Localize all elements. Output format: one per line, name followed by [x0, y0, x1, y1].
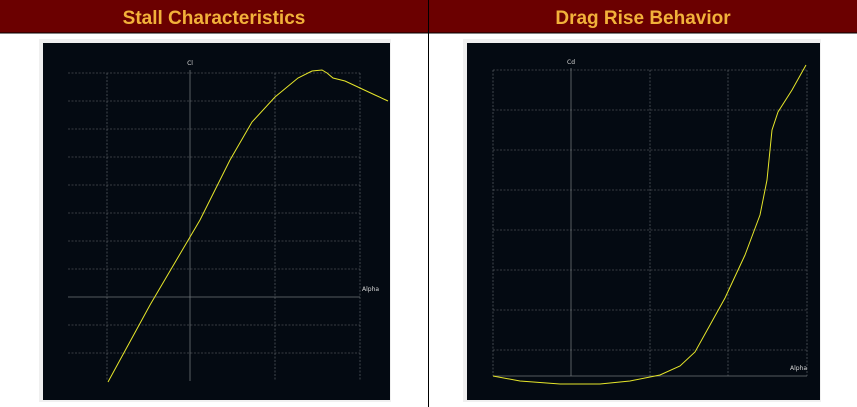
panel-title: Stall Characteristics: [123, 8, 306, 29]
grid: [492, 69, 808, 376]
plot-area: [467, 43, 820, 400]
grid: [68, 72, 361, 381]
x-axis-label: Alpha: [362, 286, 379, 293]
y-axis-label: Cd: [567, 59, 575, 66]
stall-plot: Cl Alpha: [39, 39, 391, 402]
lift-curve: [107, 69, 389, 383]
plot-area: [43, 43, 390, 400]
drag-plot: Cd Alpha: [463, 39, 821, 402]
x-axis-label: Alpha: [790, 365, 807, 372]
y-axis-label: Cl: [187, 60, 193, 67]
panel-title: Drag Rise Behavior: [555, 8, 731, 29]
drag-curve: [492, 64, 807, 385]
